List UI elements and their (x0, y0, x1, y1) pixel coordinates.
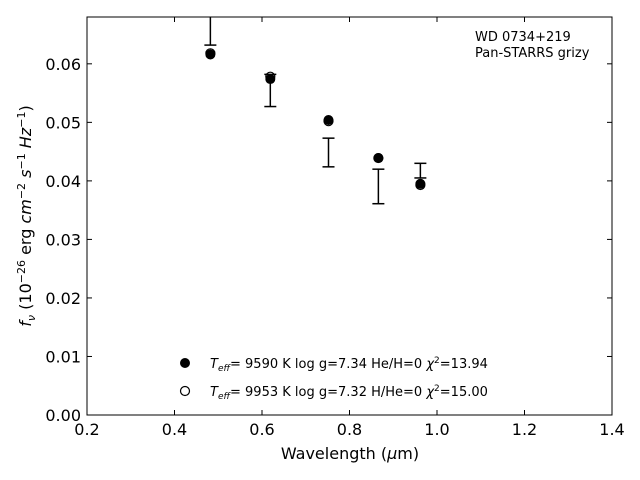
model-point-open (415, 179, 426, 191)
legend-entry-2-chi: =15.00 (440, 385, 488, 400)
legend-entry-1-chi: =13.94 (440, 357, 488, 372)
y-tick-label: 0.04 (45, 172, 81, 191)
x-tick-label: 1.4 (599, 420, 624, 439)
annotation-survey: Pan-STARRS grizy (475, 46, 590, 61)
model-point-open (205, 48, 216, 59)
model-point-open (265, 71, 276, 82)
x-tick-label: 0.2 (74, 420, 99, 439)
y-tick-label: 0.06 (45, 55, 81, 74)
x-tick-label: 0.6 (249, 420, 274, 439)
data-marks (204, 17, 427, 205)
x-tick-label: 1.2 (512, 420, 537, 439)
annotation-object: WD 0734+219 (475, 30, 571, 45)
legend-marker-open (179, 385, 191, 397)
legend-entry-1-logg: log g=7.34 (295, 357, 367, 372)
legend: Teff= 9590 K log g=7.34 He/H=0 χ2=13.94 … (179, 356, 488, 402)
x-tick-label: 0.8 (337, 420, 362, 439)
model-point-open (373, 152, 384, 164)
model-point-open (323, 116, 334, 127)
axis-ticks: 0.2 0.4 0.6 0.8 1.0 1.2 1.4 0.00 0.01 0.02 0.03 0.0… (45, 17, 625, 439)
legend-marker-filled (180, 358, 190, 368)
x-tick-label: 1.0 (424, 420, 449, 439)
plot-frame (86, 16, 613, 416)
y-tick-label: 0.02 (45, 289, 81, 308)
legend-entry-2: Teff= 9953 K log g=7.32 H/He=0 χ2=15.00 (210, 384, 488, 402)
legend-entry-2-logg: log g=7.32 (295, 385, 367, 400)
legend-entry-1-comp: He/H=0 (371, 357, 422, 372)
legend-entry-1-teff: 9590 K (245, 357, 291, 372)
x-axis-title: Wavelength (μm) (281, 444, 419, 463)
y-tick-label: 0.00 (45, 406, 81, 425)
y-tick-label: 0.05 (45, 113, 81, 132)
y-tick-label: 0.03 (45, 230, 81, 249)
legend-entry-1: Teff= 9590 K log g=7.34 He/H=0 χ2=13.94 (210, 356, 488, 374)
x-tick-label: 0.4 (162, 420, 187, 439)
legend-entry-2-teff: 9953 K (245, 385, 291, 400)
y-axis-title: fν (10−26 erg cm−2 s−1 Hz−1) (15, 105, 38, 326)
legend-entry-2-comp: H/He=0 (371, 385, 422, 400)
y-tick-label: 0.01 (45, 347, 81, 366)
plot-area (87, 17, 612, 415)
